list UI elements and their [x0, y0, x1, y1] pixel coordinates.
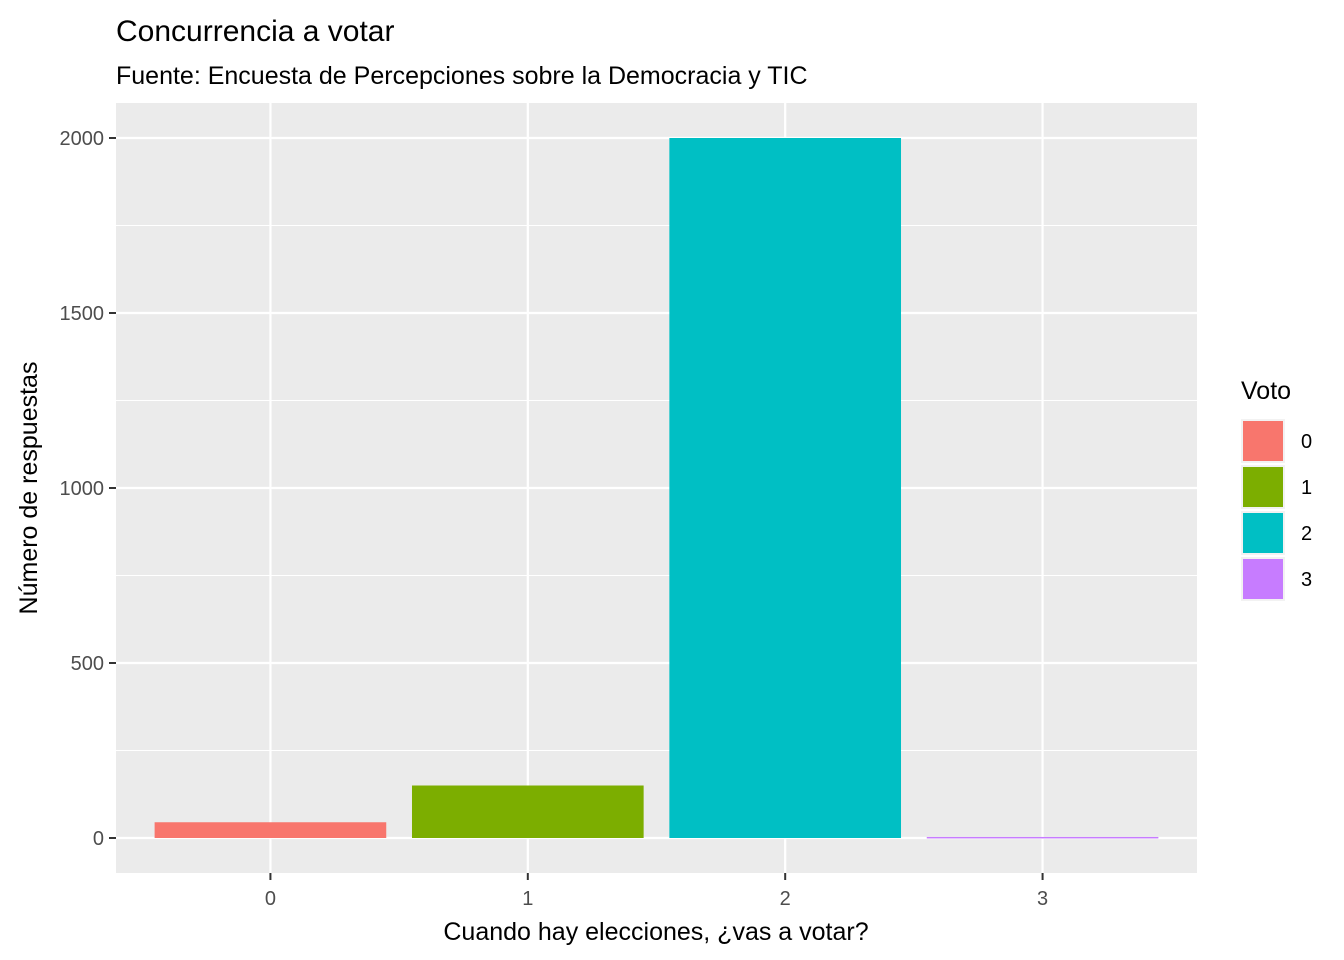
legend-label: 0 — [1301, 431, 1312, 453]
bars — [154, 138, 1159, 839]
x-tick-label: 2 — [780, 888, 791, 910]
bar-0 — [154, 822, 387, 838]
y-tick-label: 500 — [71, 653, 104, 675]
legend-swatch-0 — [1243, 421, 1283, 461]
legend-label: 2 — [1301, 523, 1312, 545]
legend-swatch-3 — [1243, 559, 1283, 599]
major-gridlines — [116, 103, 1197, 873]
x-axis-title: Cuando hay elecciones, ¿vas a votar? — [443, 918, 868, 946]
x-axis-ticks: 0 1 2 3 — [265, 873, 1048, 910]
chart-title: Concurrencia a votar — [116, 15, 394, 48]
y-tick-label: 1500 — [60, 303, 105, 325]
legend: 0 1 2 3 — [1241, 419, 1312, 601]
chart-subtitle: Fuente: Encuesta de Percepciones sobre l… — [116, 62, 808, 90]
y-axis-ticks: 0 500 1000 1500 2000 — [60, 128, 116, 850]
y-axis-title: Número de respuestas — [15, 362, 43, 615]
legend-swatch-1 — [1243, 467, 1283, 507]
x-tick-label: 1 — [522, 888, 533, 910]
y-tick-label: 2000 — [60, 128, 105, 150]
minor-gridlines — [116, 224, 1197, 752]
legend-label: 1 — [1301, 477, 1312, 499]
bar-2 — [669, 138, 902, 838]
bar-1 — [411, 785, 644, 838]
x-tick-label: 3 — [1037, 888, 1048, 910]
y-tick-label: 0 — [93, 828, 104, 850]
bar-3 — [926, 836, 1159, 839]
y-tick-label: 1000 — [60, 478, 105, 500]
x-tick-label: 0 — [265, 888, 276, 910]
legend-title: Voto — [1241, 377, 1291, 405]
legend-label: 3 — [1301, 569, 1312, 591]
legend-swatch-2 — [1243, 513, 1283, 553]
